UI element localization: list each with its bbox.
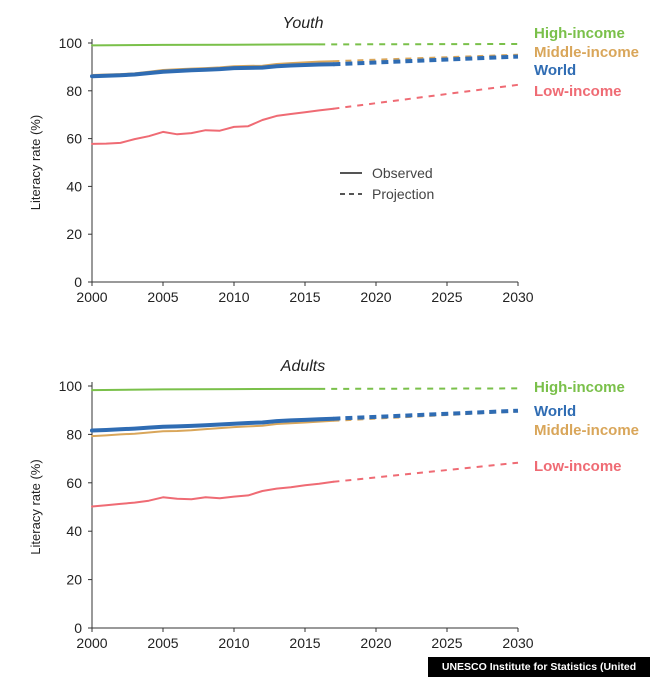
- x-tick-label: 2010: [218, 289, 249, 305]
- y-tick-label: 100: [59, 35, 83, 51]
- x-tick-label: 2005: [147, 635, 178, 651]
- x-tick-label: 2000: [76, 635, 107, 651]
- y-axis-label: Literacy rate (%): [28, 459, 43, 554]
- high-series-label: High-income: [534, 379, 625, 396]
- adults-chart: 0 20 40 60 80 100 2000 2005 2010 2015 2020 2025 2030…: [28, 358, 639, 651]
- chart-title: Youth: [283, 15, 324, 32]
- middle-series-label: Middle-income: [534, 44, 639, 61]
- source-credit: UNESCO Institute for Statistics (United …: [428, 657, 650, 677]
- y-tick-label: 80: [66, 83, 82, 99]
- low-projection-line: [333, 85, 518, 109]
- low-observed-line: [92, 482, 333, 507]
- high-projection-line: [319, 388, 518, 389]
- y-tick-label: 40: [66, 178, 82, 194]
- x-tick-label: 2020: [360, 289, 391, 305]
- x-tick-label: 2030: [502, 635, 533, 651]
- y-tick-label: 0: [74, 620, 82, 636]
- x-tick-label: 2025: [431, 289, 462, 305]
- y-tick-label: 20: [66, 572, 82, 588]
- x-tick-label: 2020: [360, 635, 391, 651]
- y-axis-label: Literacy rate (%): [28, 115, 43, 210]
- world-observed-line: [92, 64, 333, 76]
- middle-series-label: Middle-income: [534, 422, 639, 439]
- low-series-label: Low-income: [534, 458, 622, 475]
- chart-title: Adults: [280, 358, 325, 375]
- x-tick-label: 2005: [147, 289, 178, 305]
- world-series-label: World: [534, 403, 576, 420]
- y-tick-label: 80: [66, 426, 82, 442]
- x-tick-label: 2010: [218, 635, 249, 651]
- world-projection-line: [333, 411, 518, 419]
- y-tick-label: 20: [66, 226, 82, 242]
- x-tick-label: 2015: [289, 635, 320, 651]
- y-tick-label: 0: [74, 274, 82, 290]
- high-observed-line: [92, 44, 319, 45]
- legend-projection-label: Projection: [372, 186, 434, 202]
- youth-chart: 0 20 40 60 80 100 2000 2005 2010 2015 2020 2025 2030…: [28, 15, 639, 305]
- low-observed-line: [92, 109, 333, 144]
- legend-observed-label: Observed: [372, 165, 433, 181]
- high-series-label: High-income: [534, 25, 625, 42]
- high-observed-line: [92, 389, 319, 390]
- world-series-label: World: [534, 62, 576, 79]
- y-tick-label: 100: [59, 378, 83, 394]
- x-tick-label: 2000: [76, 289, 107, 305]
- low-series-label: Low-income: [534, 83, 622, 100]
- x-tick-label: 2025: [431, 635, 462, 651]
- x-tick-label: 2030: [502, 289, 533, 305]
- y-tick-label: 40: [66, 523, 82, 539]
- literacy-charts: 0 20 40 60 80 100 2000 2005 2010 2015 2020 2025 2030…: [0, 0, 650, 677]
- low-projection-line: [333, 463, 518, 482]
- x-tick-label: 2015: [289, 289, 320, 305]
- y-tick-label: 60: [66, 131, 82, 147]
- y-tick-label: 60: [66, 475, 82, 491]
